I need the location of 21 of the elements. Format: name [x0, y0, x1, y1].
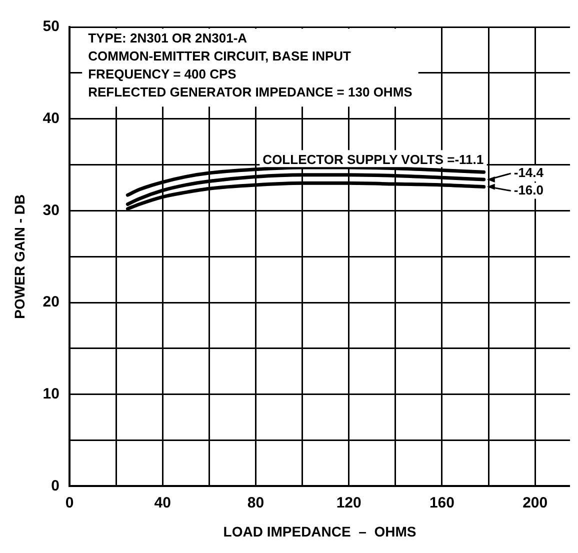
- legend-label: -16.0: [514, 182, 544, 198]
- y-tick-label: 50: [42, 18, 60, 36]
- x-axis-title: LOAD IMPEDANCE – OHMS: [223, 523, 416, 540]
- x-tick-label: 80: [247, 494, 264, 512]
- y-tick-label: 20: [42, 294, 60, 311]
- annotation: COMMON-EMITTER CIRCUIT, BASE INPUT: [88, 48, 352, 64]
- y-tick-label: 0: [51, 477, 60, 494]
- annotation: REFLECTED GENERATOR IMPEDANCE = 130 OHMS: [88, 84, 413, 100]
- y-axis-title: POWER GAIN - DB: [11, 194, 28, 319]
- annotation: FREQUENCY = 400 CPS: [88, 66, 237, 82]
- y-tick-label: 10: [42, 386, 60, 402]
- series-label: COLLECTOR SUPPLY VOLTS =-11.1: [262, 152, 484, 168]
- x-tick-label: 0: [65, 494, 74, 512]
- y-tick-label: 30: [42, 202, 60, 219]
- annotation: TYPE: 2N301 OR 2N301-A: [88, 30, 248, 46]
- y-tick-label: 40: [42, 110, 60, 127]
- legend-label: -14.4: [514, 165, 544, 180]
- x-tick-label: 200: [522, 494, 548, 512]
- x-tick-label: 120: [336, 494, 362, 512]
- x-tick-label: 160: [429, 494, 454, 512]
- x-tick-label: 40: [154, 494, 171, 512]
